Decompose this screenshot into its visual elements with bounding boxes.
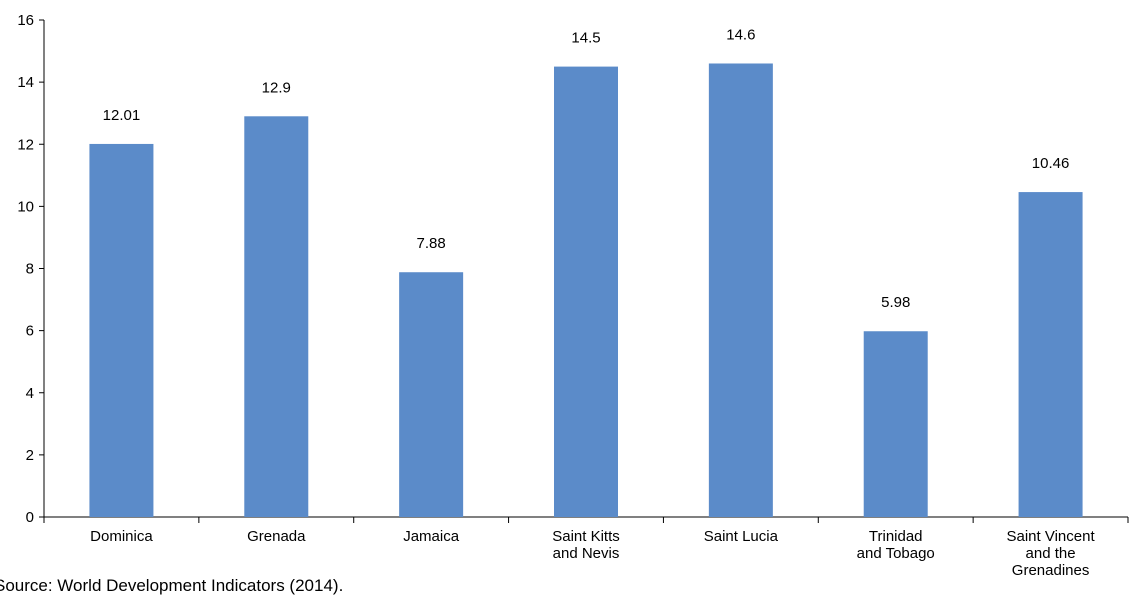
bars [89,63,1083,518]
category-label: Saint Kitts and Nevis [552,528,620,562]
category-label-line: Grenadines [1012,562,1090,579]
category-label: Jamaica [403,528,460,545]
category-label: Dominica [90,528,153,545]
bar [708,63,773,518]
data-label: 10.46 [1032,155,1070,172]
data-label: 12.01 [103,107,141,124]
bar [1018,192,1083,517]
category-label-line: Trinidad [869,528,923,545]
axes: 0 2 4 6 8 10 12 14 16 [17,12,1129,526]
y-tick-label: 2 [26,447,34,464]
category-label-line: and Nevis [553,545,620,562]
bar [554,66,618,517]
data-label: 14.5 [571,30,600,47]
y-tick-label: 8 [26,261,34,278]
y-tick-label: 12 [17,136,34,153]
bar [863,331,928,517]
y-tick-label: 16 [17,12,34,29]
y-tick-label: 0 [26,509,34,526]
labels: 12.01 Dominica 12.9 Grenada 7.88 Jamaica 14.5 S… [90,26,1095,579]
category-label-line: Saint Lucia [704,528,779,545]
bar [89,143,154,517]
y-tick-label: 6 [26,323,34,340]
data-label: 7.88 [417,235,446,252]
category-label-line: and the [1026,545,1076,562]
y-tick-label: 14 [17,74,34,91]
data-label: 14.6 [726,26,755,43]
bar [244,116,309,517]
category-label: Grenada [247,528,306,545]
category-label: Saint Vincent and the Grenadines [1007,528,1096,579]
category-label: Saint Lucia [704,528,779,545]
data-label: 12.9 [262,79,291,96]
bar [399,272,464,517]
data-label: 5.98 [881,294,910,311]
category-label-line: Grenada [247,528,306,545]
category-label-line: and Tobago [857,545,935,562]
category-label-line: Saint Vincent [1007,528,1096,545]
category-label: Trinidad and Tobago [857,528,935,562]
category-label-line: Dominica [90,528,153,545]
y-tick-label: 4 [26,385,34,402]
category-label-line: Saint Kitts [552,528,620,545]
source-note: Source: World Development Indicators (20… [0,576,344,595]
category-label-line: Jamaica [403,528,460,545]
y-tick-label: 10 [17,198,34,215]
